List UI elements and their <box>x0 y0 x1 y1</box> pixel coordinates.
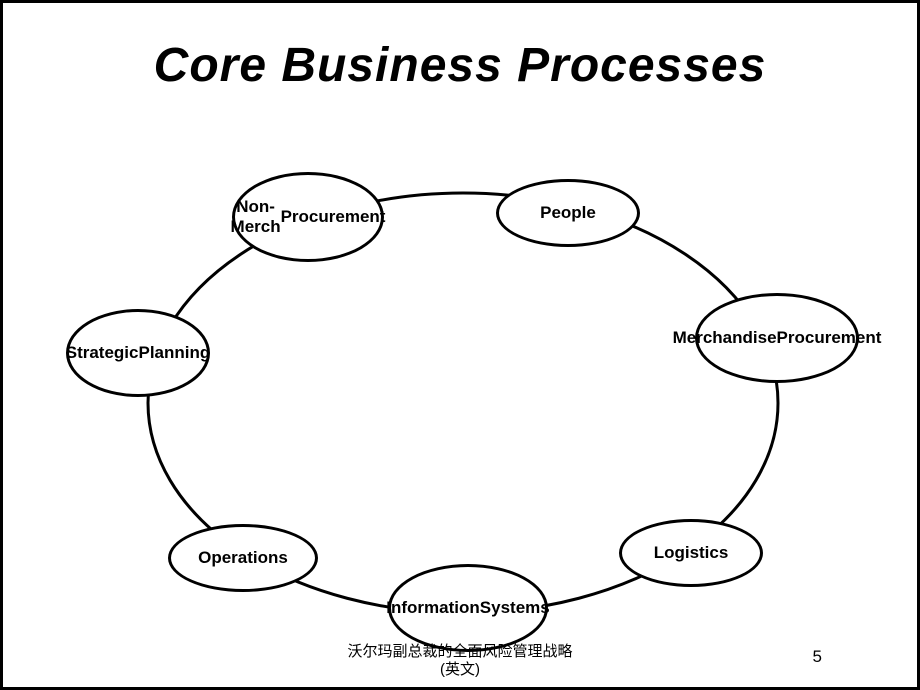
node-label-line: Procurement <box>777 328 882 348</box>
node-strategic: StrategicPlanning <box>66 309 210 397</box>
footer-caption: 沃尔玛副总裁的全面风险管理战略 (英文) <box>347 643 572 679</box>
node-merch: MerchandiseProcurement <box>695 293 859 383</box>
node-label-line: Logistics <box>654 543 729 563</box>
node-label-line: People <box>540 203 596 223</box>
node-label-line: Information <box>386 598 480 618</box>
page-title: Core Business Processes <box>3 3 917 93</box>
node-label-line: Strategic <box>66 343 139 363</box>
node-label-line: Non-Merch <box>231 197 281 236</box>
node-label-line: Merchandise <box>673 328 777 348</box>
node-logistics: Logistics <box>619 519 763 587</box>
node-label-line: Procurement <box>281 207 386 227</box>
node-info-sys: InformationSystems <box>388 564 548 652</box>
node-non-merch: Non-MerchProcurement <box>232 172 384 262</box>
process-diagram: Non-MerchProcurementPeopleMerchandisePro… <box>53 153 873 633</box>
node-people: People <box>496 179 640 247</box>
node-operations: Operations <box>168 524 318 592</box>
page-number: 5 <box>813 647 822 667</box>
footer-line2: (英文) <box>440 661 480 678</box>
node-label-line: Operations <box>198 548 288 568</box>
footer-line1: 沃尔玛副总裁的全面风险管理战略 <box>347 643 572 660</box>
node-label-line: Planning <box>138 343 210 363</box>
node-label-line: Systems <box>480 598 550 618</box>
